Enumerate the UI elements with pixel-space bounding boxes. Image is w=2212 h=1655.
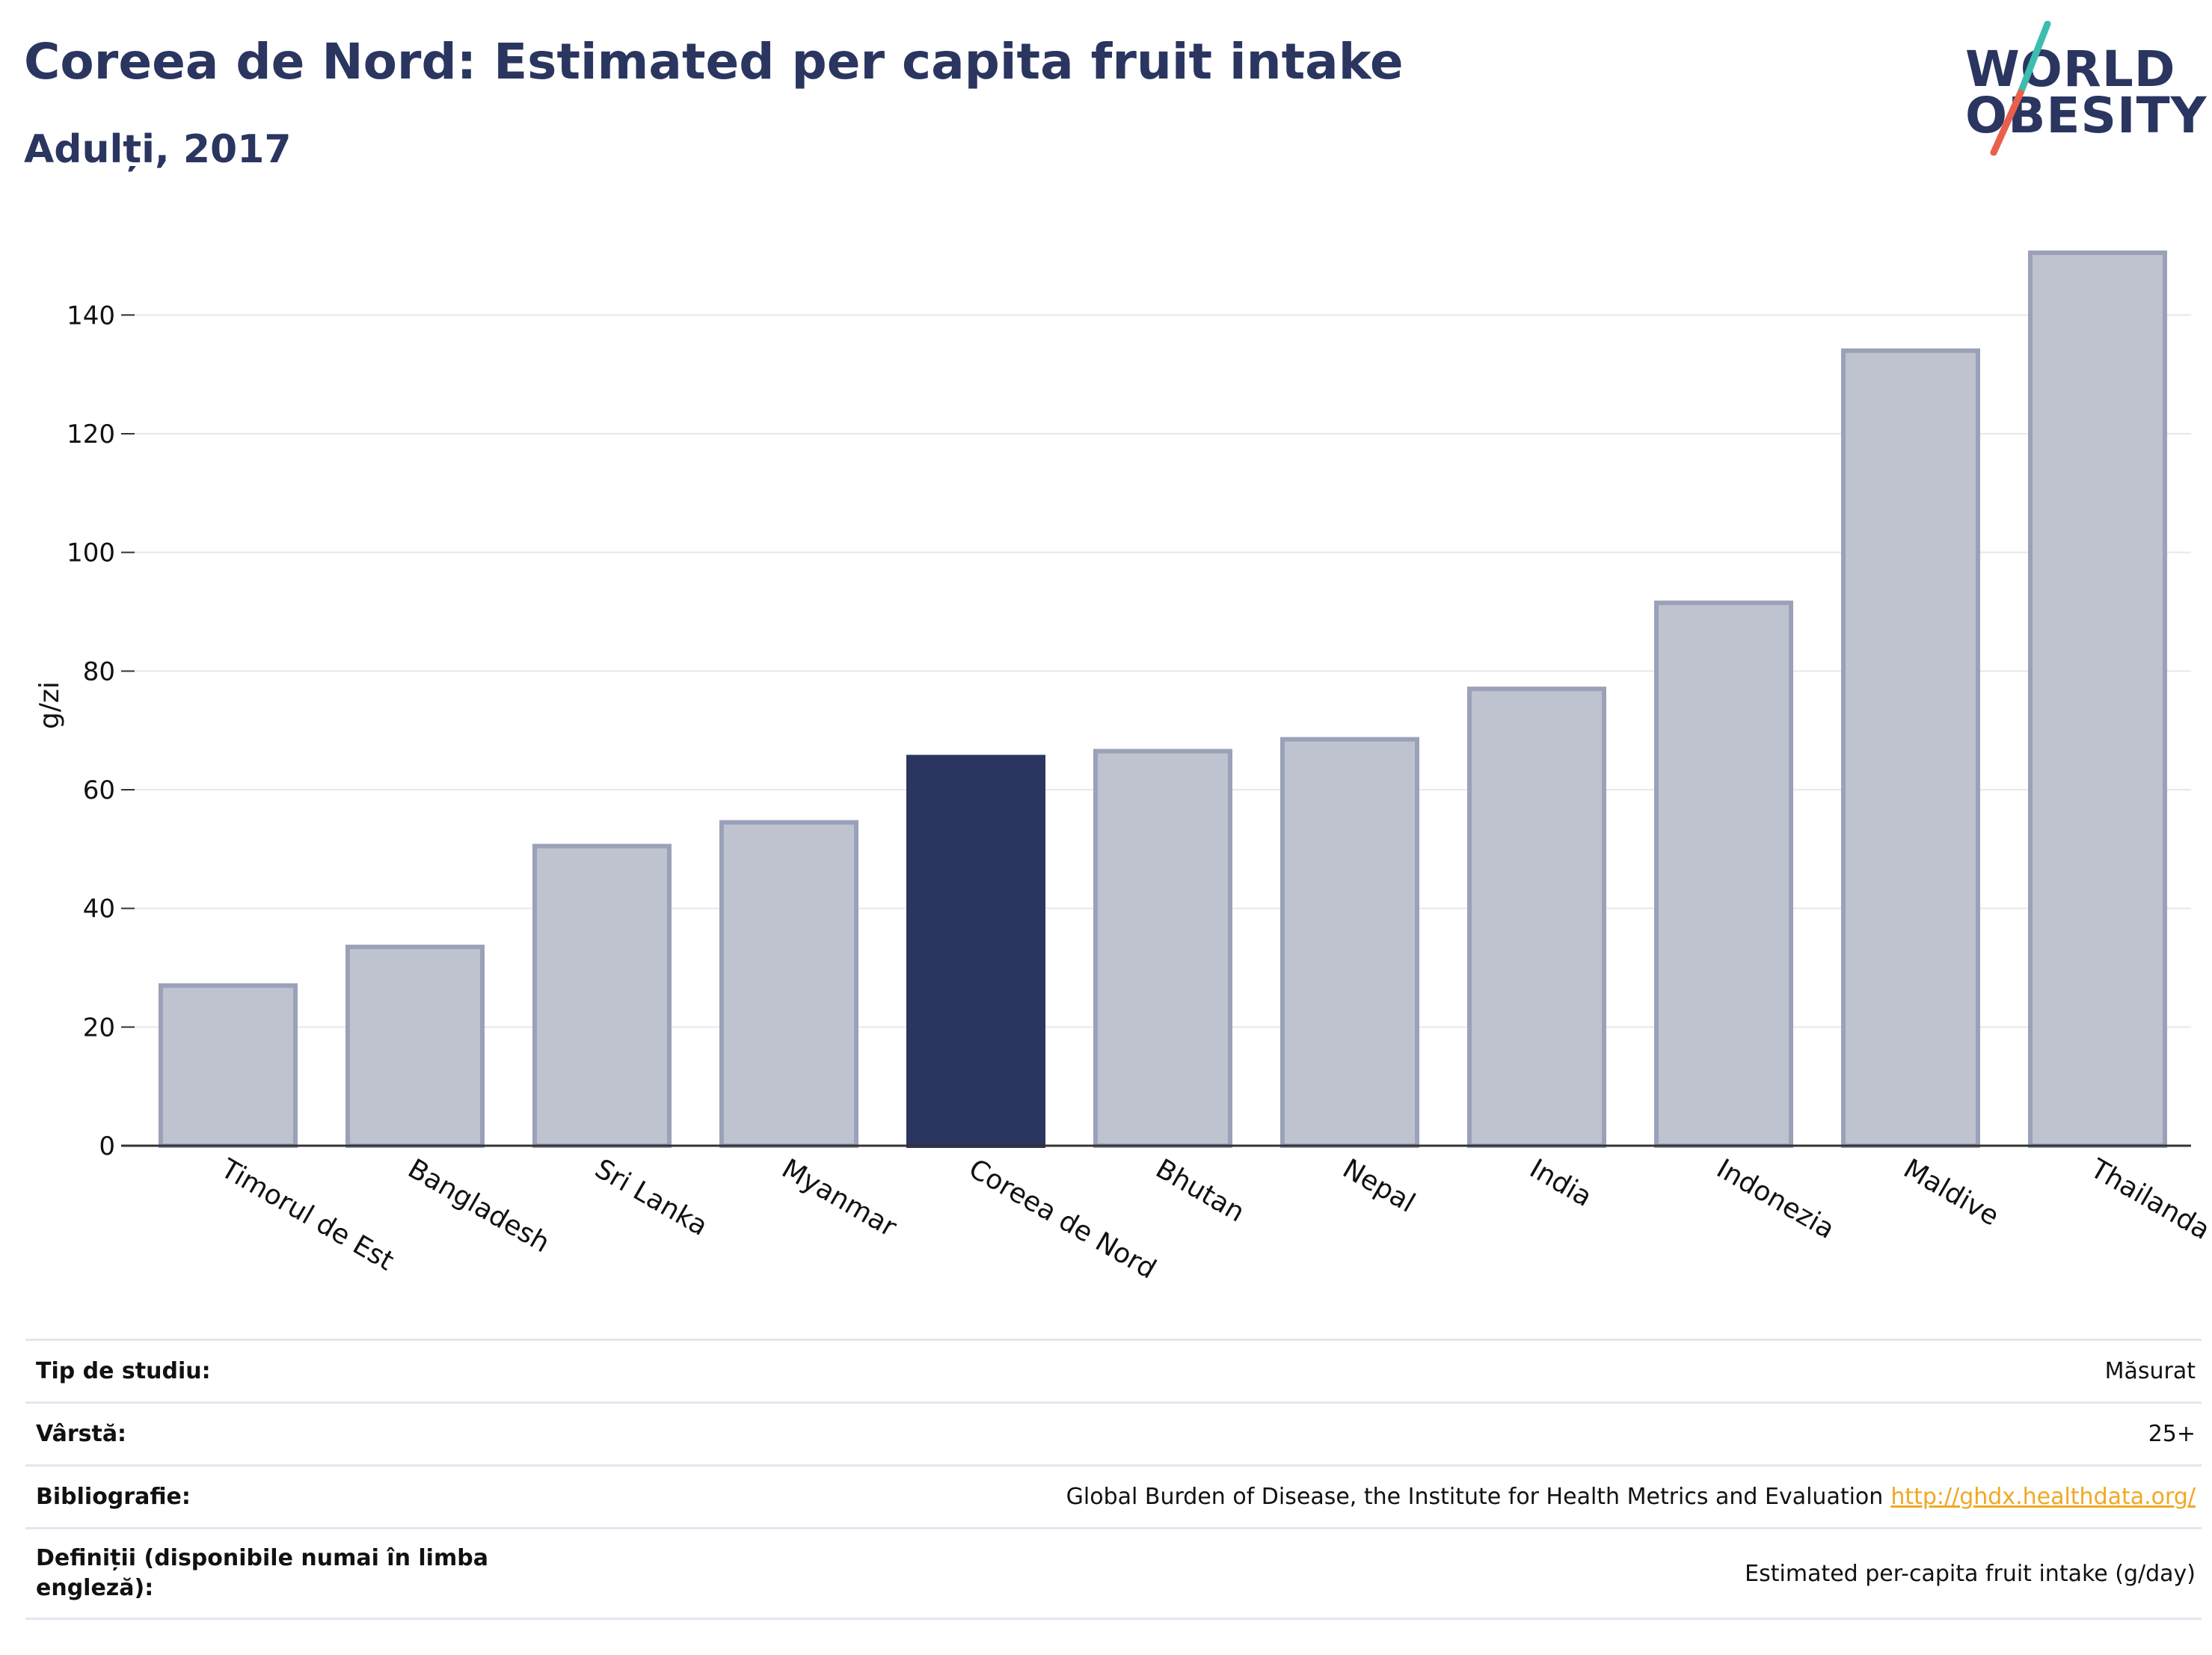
world-obesity-logo[interactable]: WORLD OBESITY	[1952, 21, 2206, 156]
y-tick-label: 100	[67, 538, 115, 568]
x-tick-label: Bangladesh	[403, 1153, 555, 1259]
bar	[1841, 348, 1980, 1148]
logo-slash-icon	[1990, 21, 2051, 156]
bar	[1467, 687, 1606, 1148]
y-tick-label: 20	[83, 1013, 115, 1043]
info-value-group: Global Burden of Disease, the Institute …	[1066, 1484, 2196, 1510]
axes	[121, 314, 2191, 1147]
info-row-definitions: Definiții (disponibile numai în limba en…	[25, 1527, 2202, 1620]
chart-title: Coreea de Nord: Estimated per capita fru…	[24, 33, 1404, 90]
y-tick-label: 80	[83, 657, 115, 687]
y-tick-label: 60	[83, 776, 115, 805]
bar	[2028, 251, 2167, 1148]
x-tick-label: Maldive	[1899, 1153, 2004, 1232]
info-value: Estimated per-capita fruit intake (g/day…	[1745, 1560, 2196, 1587]
x-tick-label: India	[1525, 1153, 1597, 1213]
bar	[1093, 749, 1232, 1148]
bar	[906, 755, 1045, 1148]
x-tick-label: Sri Lanka	[590, 1153, 713, 1242]
x-tick-label: Bhutan	[1151, 1153, 1250, 1228]
info-value: Global Burden of Disease, the Institute …	[1066, 1484, 1884, 1510]
info-row-bibliography: Bibliografie: Global Burden of Disease, …	[25, 1464, 2202, 1527]
x-tick-label: Nepal	[1338, 1153, 1421, 1219]
bar	[345, 945, 485, 1149]
info-label: Definiții (disponibile numai în limba en…	[36, 1545, 488, 1601]
source-link[interactable]: http://ghdx.healthdata.org/	[1890, 1484, 2196, 1510]
y-tick-label: 140	[67, 301, 115, 331]
bar	[159, 983, 298, 1149]
chart-subtitle: Adulți, 2017	[24, 127, 292, 172]
x-tick-label: Timorul de Est	[215, 1153, 399, 1277]
bar	[719, 820, 858, 1148]
bar	[1280, 737, 1419, 1148]
info-label: Bibliografie:	[36, 1483, 191, 1510]
y-tick-label: 0	[99, 1132, 115, 1161]
y-tick-label: 120	[67, 420, 115, 449]
bar	[532, 844, 672, 1148]
x-tick-label: Myanmar	[777, 1153, 902, 1243]
bar	[1654, 601, 1793, 1148]
bar-chart: 0 20 40 60 80 100 120 140 Timorul de Est Banglade…	[34, 251, 2212, 1285]
y-tick-label: 40	[83, 894, 115, 924]
x-tick-label: Coreea de Nord	[964, 1153, 1161, 1285]
y-axis-title: g/zi	[34, 681, 65, 729]
info-label: Tip de studiu:	[36, 1357, 211, 1384]
logo-text-world: WORLD	[1965, 40, 2176, 98]
info-value: Măsurat	[2104, 1358, 2196, 1384]
x-tick-label: Thailanda	[2085, 1153, 2212, 1246]
info-value: 25+	[2148, 1421, 2196, 1447]
metadata-table: Tip de studiu: Măsurat Vârstă: 25+ Bibli…	[25, 1339, 2202, 1620]
info-row-age: Vârstă: 25+	[25, 1401, 2202, 1464]
logo-text-obesity: OBESITY	[1965, 87, 2208, 144]
x-tick-label: Indonezia	[1712, 1153, 1840, 1245]
bars	[159, 251, 2167, 1149]
info-row-study-type: Tip de studiu: Măsurat	[25, 1339, 2202, 1401]
info-label: Vârstă:	[36, 1420, 127, 1447]
